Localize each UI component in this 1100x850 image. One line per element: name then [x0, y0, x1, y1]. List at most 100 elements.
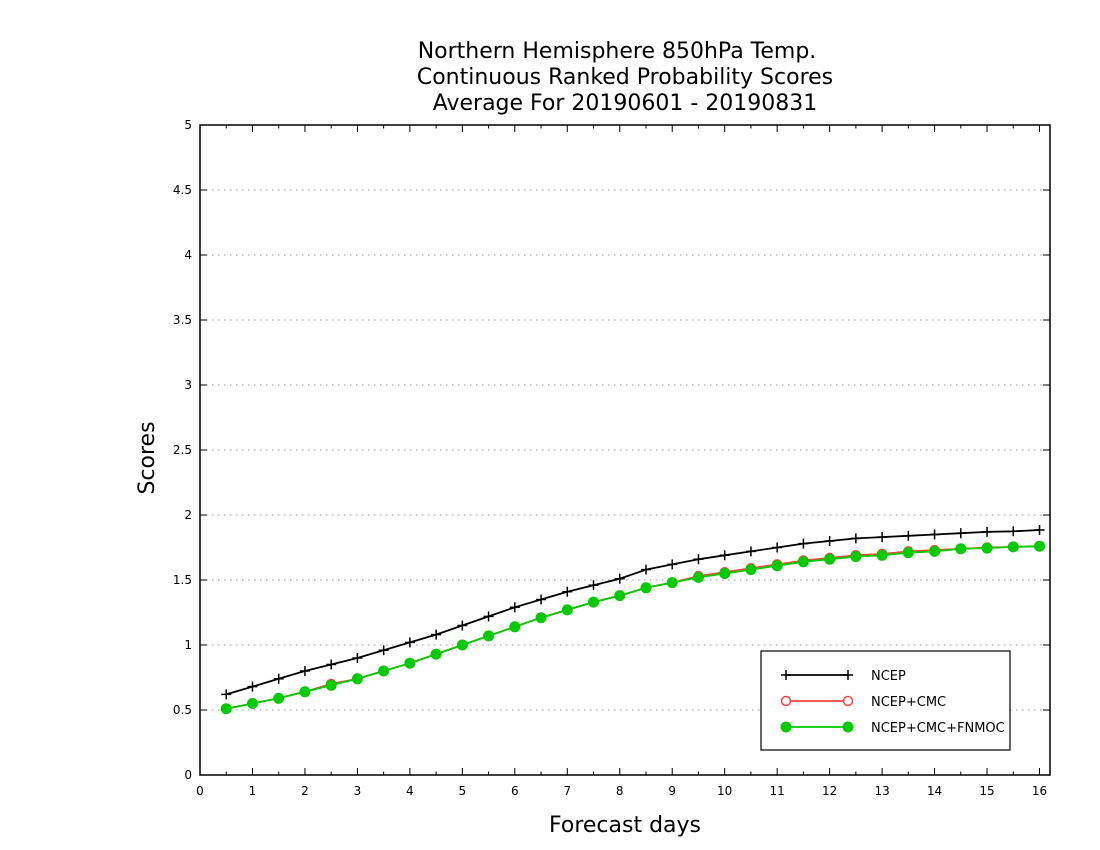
x-tick-label: 11 — [770, 784, 785, 798]
data-point — [982, 526, 993, 537]
x-tick-label: 14 — [927, 784, 942, 798]
legend-label-0: NCEP — [871, 669, 906, 684]
data-point — [955, 543, 967, 555]
x-tick-label: 12 — [822, 784, 837, 798]
series-2 — [220, 540, 1046, 715]
x-tick-label: 9 — [668, 784, 676, 798]
data-point — [561, 604, 573, 616]
y-tick-label: 0.5 — [173, 703, 192, 717]
legend-label-1: NCEP+CMC — [871, 695, 946, 710]
data-point — [666, 577, 678, 589]
y-axis-label: Scores — [135, 421, 160, 494]
data-point — [220, 703, 232, 715]
data-point — [850, 551, 862, 563]
data-point — [588, 580, 599, 591]
data-point — [929, 529, 940, 540]
x-tick-label: 15 — [979, 784, 994, 798]
data-point — [929, 545, 941, 557]
data-point — [535, 612, 547, 624]
data-point — [247, 681, 258, 692]
data-point — [299, 666, 310, 676]
data-point — [824, 553, 836, 565]
data-point — [640, 582, 652, 594]
data-point — [351, 673, 363, 685]
y-tick-label: 5 — [184, 118, 192, 132]
data-point — [877, 532, 888, 543]
chart-title: Northern Hemisphere 850hPa Temp. Continu… — [417, 39, 833, 116]
data-point — [404, 637, 415, 648]
x-tick-label: 16 — [1032, 784, 1047, 798]
data-point — [614, 573, 625, 584]
y-tick-label: 4 — [184, 248, 192, 262]
data-point — [667, 559, 678, 570]
data-point — [273, 673, 284, 684]
x-tick-label: 3 — [354, 784, 362, 798]
data-point — [719, 550, 730, 561]
x-tick-label: 8 — [616, 784, 624, 798]
chart-title-line-1: Northern Hemisphere 850hPa Temp. — [418, 39, 817, 64]
legend: NCEP NCEP+CMC NCEP+CMC+FNMOC — [760, 650, 1011, 751]
x-axis-label: Forecast days — [549, 813, 701, 838]
data-point — [1007, 541, 1019, 553]
y-tick-label: 0 — [184, 768, 192, 782]
data-point — [299, 686, 311, 698]
data-point — [588, 596, 600, 608]
data-point — [509, 602, 520, 613]
data-point — [483, 630, 495, 642]
data-point — [430, 648, 442, 660]
data-point — [1034, 524, 1045, 535]
legend-marker — [842, 721, 854, 733]
data-point — [798, 538, 809, 549]
data-point — [325, 679, 337, 691]
data-point — [378, 665, 390, 677]
y-tick-label: 3 — [184, 378, 192, 392]
y-tick-label: 4.5 — [173, 183, 192, 197]
data-point — [772, 542, 783, 553]
x-tick-label: 13 — [874, 784, 889, 798]
data-point — [745, 546, 756, 557]
legend-marker — [780, 721, 792, 733]
y-tick-label: 2.5 — [173, 443, 192, 457]
x-tick-label: 5 — [459, 784, 467, 798]
legend-marker — [843, 670, 853, 680]
data-point — [1034, 540, 1046, 552]
legend-marker — [780, 695, 792, 707]
data-point — [692, 571, 704, 583]
data-point — [903, 530, 914, 541]
data-point — [431, 629, 442, 640]
x-tick-label: 6 — [511, 784, 519, 798]
data-point — [562, 586, 573, 597]
data-point — [719, 568, 731, 579]
grid — [200, 189, 1050, 711]
data-point — [536, 594, 547, 605]
y-axis: 0 0.5 1 1.5 2 2.5 3 3.5 4 4.5 5 — [173, 118, 1050, 782]
x-tick-label: 10 — [717, 784, 732, 798]
data-point — [273, 692, 285, 704]
x-tick-label: 2 — [301, 784, 309, 798]
x-axis: 0 1 2 3 4 5 6 7 8 9 10 11 12 13 14 15 16 — [196, 125, 1047, 798]
y-tick-label: 3.5 — [173, 313, 192, 327]
data-point — [693, 554, 704, 565]
x-tick-label: 4 — [406, 784, 414, 798]
data-point — [640, 564, 651, 575]
data-point — [509, 621, 521, 633]
y-tick-label: 1 — [184, 638, 192, 652]
data-point — [456, 639, 468, 651]
legend-marker — [842, 695, 854, 707]
data-point — [221, 689, 232, 700]
x-tick-label: 1 — [249, 784, 257, 798]
data-point — [902, 547, 914, 559]
chart-title-line-3: Average For 20190601 - 20190831 — [433, 91, 818, 116]
data-point — [1008, 526, 1019, 537]
legend-label-2: NCEP+CMC+FNMOC — [871, 721, 1005, 736]
data-point — [955, 528, 966, 539]
data-point — [352, 653, 363, 663]
data-point — [246, 698, 258, 709]
data-point — [981, 542, 993, 554]
data-point — [876, 549, 888, 561]
data-point — [404, 657, 416, 669]
data-point — [824, 536, 835, 546]
data-point — [850, 533, 861, 544]
data-point — [745, 564, 757, 576]
